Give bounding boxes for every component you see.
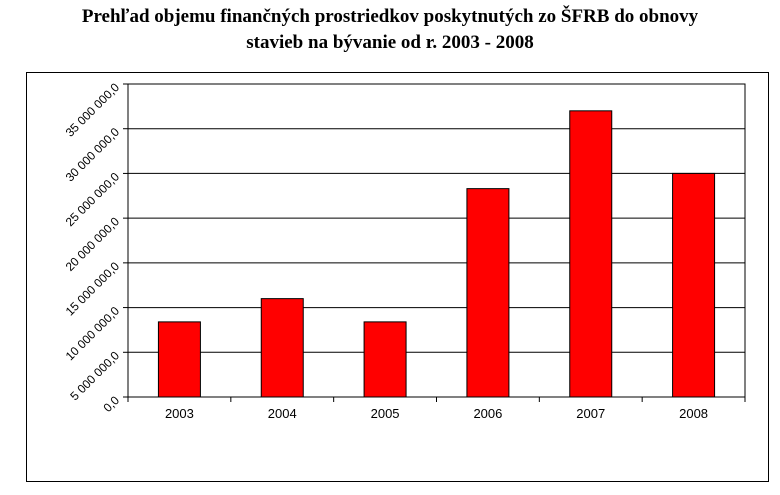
bar-2005 bbox=[363, 321, 407, 398]
x-tick-label-2005: 2005 bbox=[371, 406, 400, 421]
x-tick-label-2003: 2003 bbox=[165, 406, 194, 421]
bar-2007 bbox=[569, 110, 613, 398]
y-tick-label-0: 0,0 bbox=[100, 393, 122, 415]
x-tick-label-2006: 2006 bbox=[473, 406, 502, 421]
bar-2004 bbox=[260, 298, 304, 398]
x-tick-label-2007: 2007 bbox=[576, 406, 605, 421]
chart-title: Prehľad objemu finančných prostriedkov p… bbox=[0, 4, 780, 56]
chart-title-line-1: Prehľad objemu finančných prostriedkov p… bbox=[81, 6, 699, 27]
bar-2008 bbox=[672, 172, 716, 398]
bar-2003 bbox=[157, 321, 201, 398]
chart-area-frame bbox=[26, 72, 769, 482]
x-tick-label-2004: 2004 bbox=[268, 406, 297, 421]
plot-area bbox=[127, 83, 746, 398]
chart-title-line-2: stavieb na bývanie od r. 2003 - 2008 bbox=[246, 32, 534, 53]
x-tick-label-2008: 2008 bbox=[679, 406, 708, 421]
bar-2006 bbox=[466, 188, 510, 398]
